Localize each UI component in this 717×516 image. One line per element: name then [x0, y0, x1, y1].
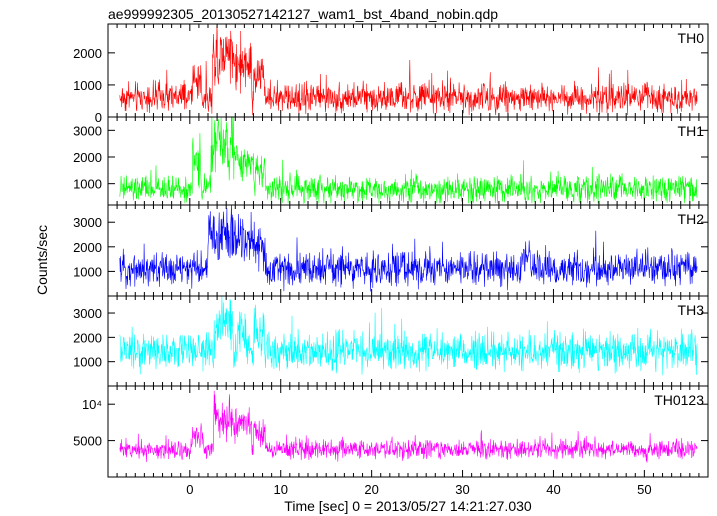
series-line-th0123: [119, 390, 698, 463]
plot-title: ae999992305_20130527142127_wam1_bst_4ban…: [108, 6, 498, 22]
x-axis-label: Time [sec] 0 = 2013/05/27 14:21:27.030: [284, 498, 532, 514]
y-tick-label: 1000: [73, 355, 102, 370]
series-label: TH3: [678, 302, 705, 318]
panels-group: 0 1000 2000 TH0 1000 2000 3000 TH1 1000 2000 3000 T…: [73, 23, 709, 497]
y-tick-label: 0: [95, 110, 102, 125]
y-tick-label: 5000: [73, 434, 102, 449]
series-line-th1: [119, 117, 698, 205]
panel-th3: 1000 2000 3000 TH3: [73, 295, 709, 387]
y-tick-label: 2000: [73, 150, 102, 165]
y-tick-label: 10⁴: [82, 397, 102, 412]
y-tick-label: 1000: [73, 177, 102, 192]
y-tick-label: 3000: [73, 215, 102, 230]
x-tick-label: 40: [546, 482, 560, 497]
series-line-th2: [119, 205, 698, 292]
panel-th0: 0 1000 2000 TH0: [73, 23, 709, 125]
y-tick-label: 2000: [73, 330, 102, 345]
x-tick-label: 30: [455, 482, 469, 497]
x-tick-label: 50: [637, 482, 651, 497]
series-label: TH2: [678, 211, 705, 227]
series-label: TH0123: [654, 392, 704, 408]
panel-th1: 1000 2000 3000 TH1: [73, 116, 709, 206]
y-tick-label: 3000: [73, 123, 102, 138]
y-tick-label: 3000: [73, 306, 102, 321]
panel-frame: [107, 385, 709, 478]
y-axis-label: Counts/sec: [34, 225, 50, 295]
series-label: TH1: [678, 123, 705, 139]
y-tick-label: 1000: [73, 78, 102, 93]
series-label: TH0: [678, 30, 705, 46]
x-tick-label: 20: [364, 482, 378, 497]
x-tick-label: 0: [186, 482, 193, 497]
x-tick-label: 10: [273, 482, 287, 497]
series-line-th0: [119, 26, 698, 116]
panel-th2: 1000 2000 3000 TH2: [73, 204, 709, 297]
panel-th0123: 5000 10⁴ TH0123: [73, 385, 709, 478]
y-tick-label: 2000: [73, 46, 102, 61]
y-tick-label: 2000: [73, 240, 102, 255]
y-tick-label: 1000: [73, 264, 102, 279]
series-line-th3: [119, 296, 698, 376]
